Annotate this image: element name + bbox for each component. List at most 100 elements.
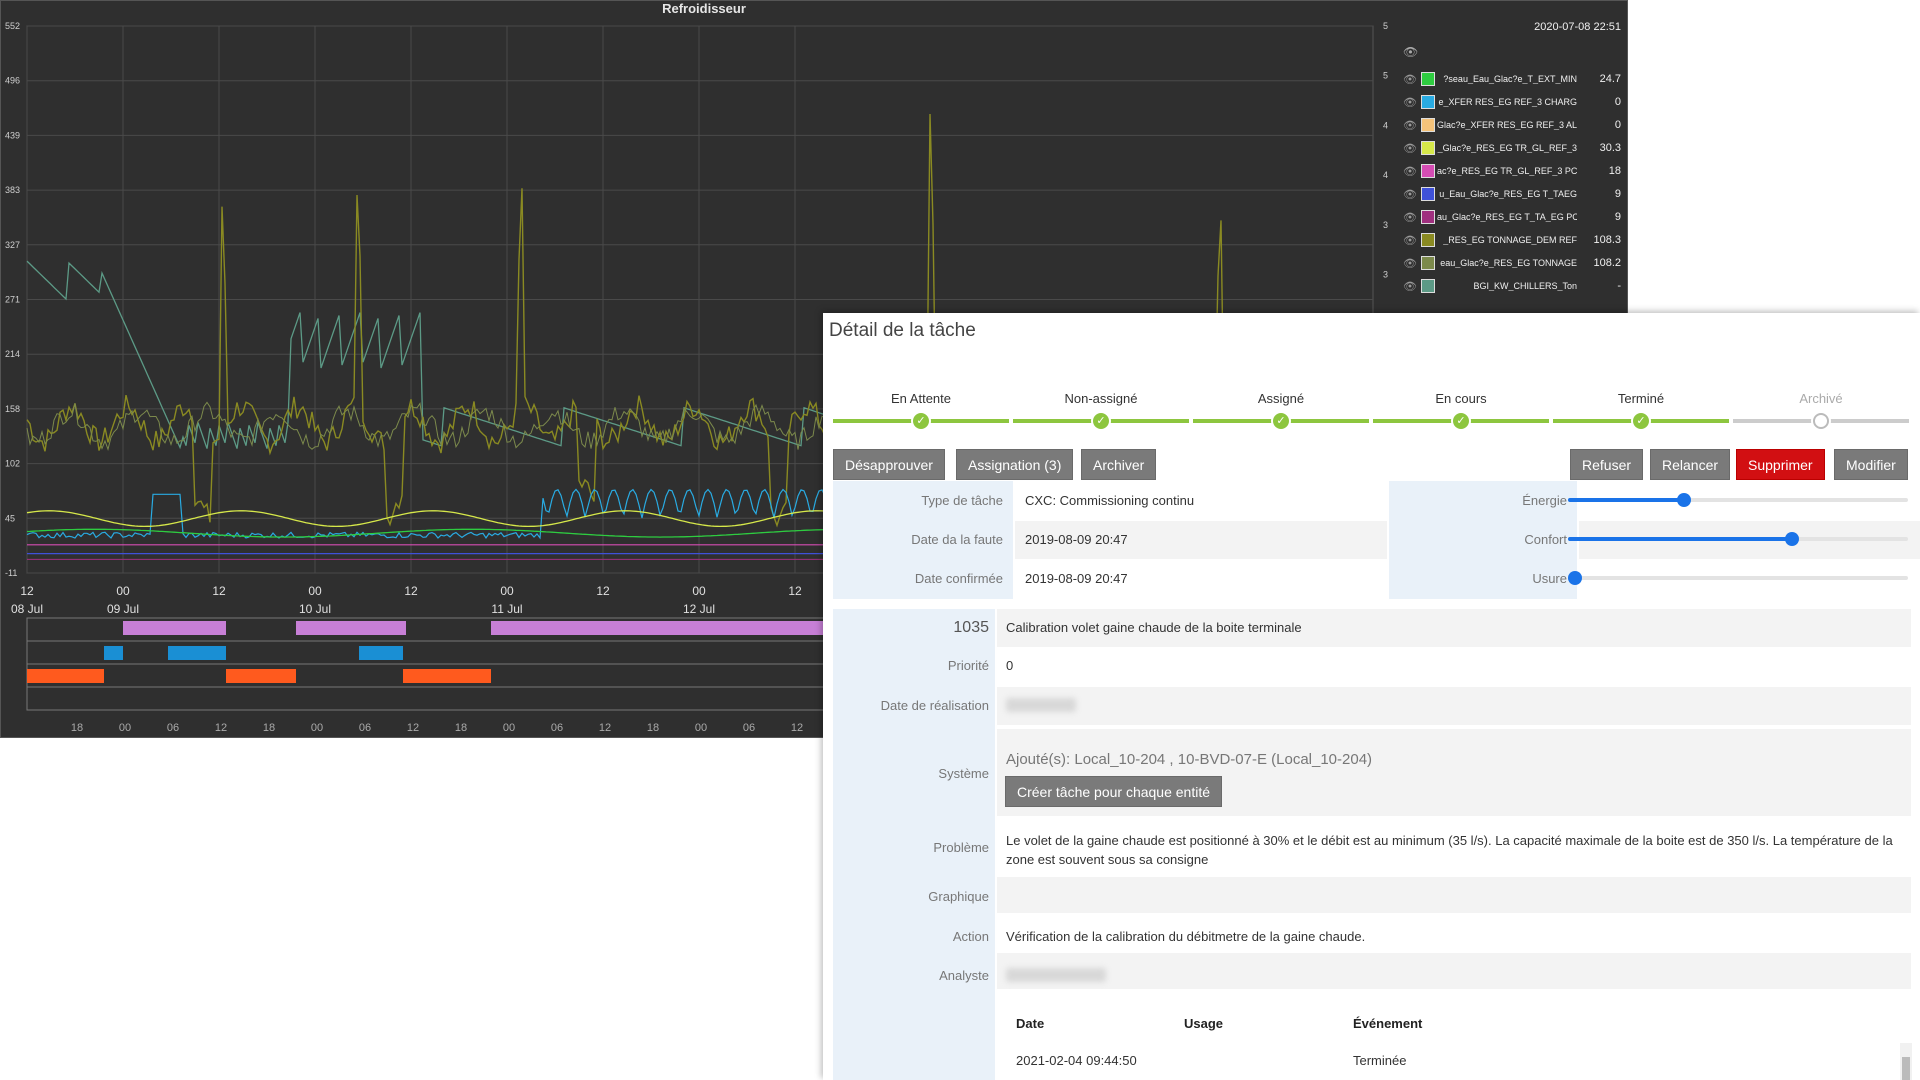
legend-item[interactable]: 👁 e_XFER RES_EG REF_3 CHARG 0 bbox=[1397, 93, 1627, 113]
modify-button[interactable]: Modifier bbox=[1834, 449, 1908, 480]
x-tick-label: 12 bbox=[404, 584, 418, 598]
step-dot bbox=[1813, 413, 1829, 429]
check-icon: ✓ bbox=[913, 413, 929, 429]
comfort-slider[interactable] bbox=[1568, 531, 1908, 547]
redacted-date bbox=[1006, 698, 1076, 712]
chart-title: Refroidisseur bbox=[662, 1, 746, 16]
legend-value: 108.3 bbox=[1593, 234, 1621, 246]
legend-timestamp: 2020-07-08 22:51 bbox=[1534, 21, 1621, 33]
problem-label: Problème bbox=[933, 840, 989, 855]
y-right-tick-label: 3 bbox=[1383, 270, 1388, 280]
history-scrollbar[interactable] bbox=[1900, 1043, 1912, 1080]
eye-icon[interactable]: 👁 bbox=[1403, 97, 1417, 109]
step-label: Assigné bbox=[1257, 391, 1305, 406]
y-right-tick-label: 5 bbox=[1383, 71, 1388, 81]
x-day-label: 12 Jul bbox=[683, 602, 715, 616]
eye-icon[interactable]: 👁 bbox=[1403, 281, 1417, 293]
x-minor-tick-label: 00 bbox=[119, 722, 131, 734]
legend-swatch bbox=[1421, 256, 1435, 270]
wear-slider[interactable] bbox=[1568, 570, 1908, 586]
x-minor-tick-label: 00 bbox=[503, 722, 515, 734]
x-minor-tick-label: 06 bbox=[167, 722, 179, 734]
y-tick-label: 327 bbox=[5, 240, 20, 250]
x-minor-tick-label: 00 bbox=[695, 722, 707, 734]
analyst-label: Analyste bbox=[939, 968, 989, 983]
archive-button[interactable]: Archiver bbox=[1081, 449, 1157, 480]
y-right-tick-label: 5 bbox=[1383, 21, 1388, 31]
timeline-bar bbox=[226, 669, 296, 683]
x-minor-tick-label: 12 bbox=[791, 722, 803, 734]
legend-value: 30.3 bbox=[1599, 142, 1621, 154]
refuse-button[interactable]: Refuser bbox=[1570, 449, 1644, 480]
row-stripe bbox=[997, 953, 1911, 989]
task-id: 1035 bbox=[953, 619, 989, 636]
timeline-bar bbox=[123, 621, 226, 635]
y-tick-label: 439 bbox=[5, 130, 20, 140]
x-minor-tick-label: 12 bbox=[599, 722, 611, 734]
legend-swatch bbox=[1421, 210, 1435, 224]
x-minor-tick-label: 18 bbox=[71, 722, 83, 734]
eye-icon[interactable]: 👁 bbox=[1403, 74, 1417, 86]
history-header-event: Événement bbox=[1353, 1016, 1423, 1031]
eye-icon[interactable]: 👁 bbox=[1403, 235, 1417, 247]
fault-date-label: Date da la faute bbox=[911, 532, 1003, 547]
disapprove-button[interactable]: Désapprouver bbox=[833, 449, 945, 480]
eye-icon[interactable]: 👁 bbox=[1403, 45, 1419, 59]
rating-label-column bbox=[1389, 481, 1577, 599]
x-minor-tick-label: 06 bbox=[743, 722, 755, 734]
history-header-date: Date bbox=[1016, 1016, 1045, 1031]
legend-item[interactable]: 👁 u_Eau_Glac?e_RES_EG T_TAEG 9 bbox=[1397, 185, 1627, 205]
legend-item[interactable]: 👁 eau_Glac?e_RES_EG TONNAGE 108.2 bbox=[1397, 254, 1627, 274]
delete-button[interactable]: Supprimer bbox=[1736, 449, 1825, 480]
step-assign-: Assigné ✓ bbox=[1193, 391, 1369, 431]
energy-label: Énergie bbox=[1522, 493, 1567, 508]
x-tick-label: 00 bbox=[692, 584, 706, 598]
info-label-column bbox=[833, 481, 1013, 599]
eye-icon[interactable]: 👁 bbox=[1403, 166, 1417, 178]
y-right-tick-label: 4 bbox=[1383, 170, 1388, 180]
legend-item[interactable]: 👁 au_Glac?e_RES_EG T_TA_EG PC 9 bbox=[1397, 208, 1627, 228]
legend-item[interactable]: 👁 ?seau_Eau_Glac?e_T_EXT_MIN 24.7 bbox=[1397, 70, 1627, 90]
task-id-text: Calibration volet gaine chaude de la boi… bbox=[1006, 620, 1302, 635]
eye-icon[interactable]: 👁 bbox=[1403, 258, 1417, 270]
step-en-attente: En Attente ✓ bbox=[833, 391, 1009, 431]
legend-item[interactable]: 👁 _Glac?e_RES_EG TR_GL_REF_3 30.3 bbox=[1397, 139, 1627, 159]
panel-title: Détail de la tâche bbox=[829, 320, 976, 341]
legend-item[interactable]: 👁 Glac?e_XFER RES_EG REF_3 AL 0 bbox=[1397, 116, 1627, 136]
action-label: Action bbox=[952, 929, 989, 944]
legend-item[interactable]: 👁 _RES_EG TONNAGE_DEM REF 108.3 bbox=[1397, 231, 1627, 251]
check-icon: ✓ bbox=[1633, 413, 1649, 429]
y-tick-label: 214 bbox=[5, 349, 20, 359]
create-task-per-entity-button[interactable]: Créer tâche pour chaque entité bbox=[1005, 776, 1223, 807]
x-tick-label: 12 bbox=[20, 584, 34, 598]
scrollbar-thumb[interactable] bbox=[1902, 1057, 1910, 1080]
relaunch-button[interactable]: Relancer bbox=[1650, 449, 1731, 480]
y-axis-ticks: 552 496 439 383 327 271 214 158 102 45 -11 bbox=[5, 21, 20, 578]
eye-icon[interactable]: 👁 bbox=[1403, 212, 1417, 224]
history-cell-date: 2021-02-04 09:44:50 bbox=[1016, 1053, 1137, 1068]
legend-label: _RES_EG TONNAGE_DEM REF bbox=[1443, 235, 1577, 245]
action-value: Vérification de la calibration du débitm… bbox=[1006, 929, 1366, 944]
x-minor-tick-label: 18 bbox=[263, 722, 275, 734]
step-label: En Attente bbox=[891, 391, 951, 406]
x-minor-tick-label: 18 bbox=[455, 722, 467, 734]
energy-slider[interactable] bbox=[1568, 492, 1908, 508]
legend-label: u_Eau_Glac?e_RES_EG T_TAEG bbox=[1439, 189, 1577, 199]
priority-value: 0 bbox=[1006, 658, 1014, 673]
step-label: Terminé bbox=[1617, 391, 1665, 406]
legend-item[interactable]: 👁 ac?e_RES_EG TR_GL_REF_3 PC 18 bbox=[1397, 162, 1627, 182]
eye-icon[interactable]: 👁 bbox=[1403, 120, 1417, 132]
step-label: Archivé bbox=[1799, 391, 1843, 406]
eye-icon[interactable]: 👁 bbox=[1403, 143, 1417, 155]
check-icon: ✓ bbox=[1453, 413, 1469, 429]
y-tick-label: 45 bbox=[5, 513, 15, 523]
confirmed-date-label: Date confirmée bbox=[914, 571, 1003, 586]
task-detail-panel: Détail de la tâche En Attente ✓ Non-assign… bbox=[823, 313, 1920, 1080]
legend-swatch bbox=[1421, 187, 1435, 201]
legend-value: 9 bbox=[1614, 188, 1621, 200]
legend-item[interactable]: 👁 BGI_KW_CHILLERS_Ton - bbox=[1397, 277, 1627, 297]
legend-value: 0 bbox=[1614, 96, 1621, 108]
assignment-button[interactable]: Assignation (3) bbox=[956, 449, 1074, 480]
eye-icon[interactable]: 👁 bbox=[1403, 189, 1417, 201]
